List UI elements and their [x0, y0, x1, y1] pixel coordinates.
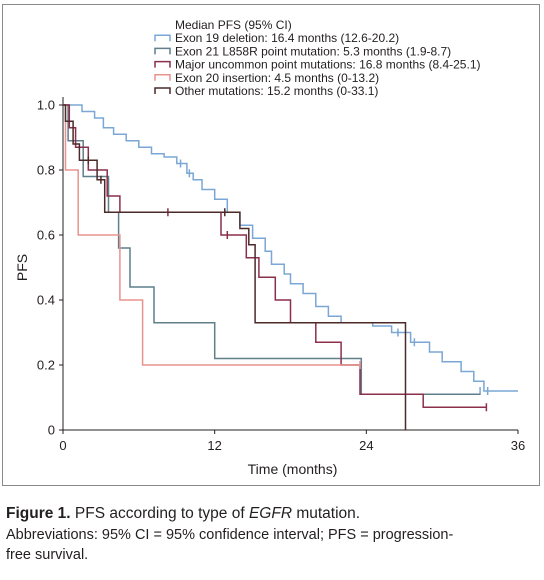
legend-label-2: Exon 21 L858R point mutation: 5.3 months…: [175, 44, 451, 58]
legend-swatch-5: [154, 87, 171, 94]
series-line-4: [63, 104, 360, 366]
caption-text-before: PFS according to type of: [70, 505, 249, 522]
legend-label-4: Exon 20 insertion: 4.5 months (0-13.2): [175, 71, 379, 85]
y-tick-label: 0.6: [37, 228, 55, 243]
legend-swatch-4: [154, 74, 171, 81]
series-line-5: [63, 104, 407, 430]
caption-label: Figure 1.: [6, 505, 71, 522]
y-tick-label: 0.2: [37, 358, 55, 373]
series-line-3: [63, 104, 487, 409]
caption-title: Figure 1. PFS according to type of EGFR …: [6, 503, 538, 525]
series-line-1: [63, 104, 518, 392]
x-axis-title: Time (months): [248, 461, 338, 477]
caption-text-after: mutation.: [292, 505, 361, 522]
x-tick-label: 0: [59, 438, 66, 453]
legend-swatch-1: [154, 34, 171, 42]
x-tick-label: 36: [511, 438, 525, 453]
caption-italic: EGFR: [248, 505, 293, 522]
km-plot: 0 0.2 0.4 0.6 0.8 1.0 0 12 24 36 Time (months) PFS M…: [14, 18, 525, 477]
figure-frame: 0 0.2 0.4 0.6 0.8 1.0 0 12 24 36 Time (months) PFS M…: [2, 4, 540, 486]
y-tick-label: 0: [48, 423, 55, 438]
legend-swatch-3: [154, 60, 171, 68]
y-axis-title: PFS: [14, 254, 30, 281]
caption-abbreviations-2: free survival.: [6, 547, 89, 563]
legend-swatch-2: [154, 47, 171, 55]
caption-abbreviations-1: Abbreviations: 95% CI = 95% confidence i…: [6, 527, 454, 543]
legend-label-1: Exon 19 deletion: 16.4 months (12.6-20.2…: [175, 31, 399, 45]
y-tick-label: 1.0: [37, 98, 55, 113]
x-tick-label: 24: [359, 438, 373, 453]
figure-caption: Figure 1. PFS according to type of EGFR …: [6, 503, 538, 565]
legend-title: Median PFS (95% CI): [175, 18, 292, 32]
x-tick-label: 12: [207, 438, 221, 453]
y-tick-label: 0.8: [37, 163, 55, 178]
series-line-2: [63, 104, 481, 396]
y-tick-label: 0.4: [37, 293, 55, 308]
legend-label-3: Major uncommon point mutations: 16.8 mon…: [175, 58, 480, 72]
legend-label-5: Other mutations: 15.2 months (0-33.1): [175, 84, 378, 98]
